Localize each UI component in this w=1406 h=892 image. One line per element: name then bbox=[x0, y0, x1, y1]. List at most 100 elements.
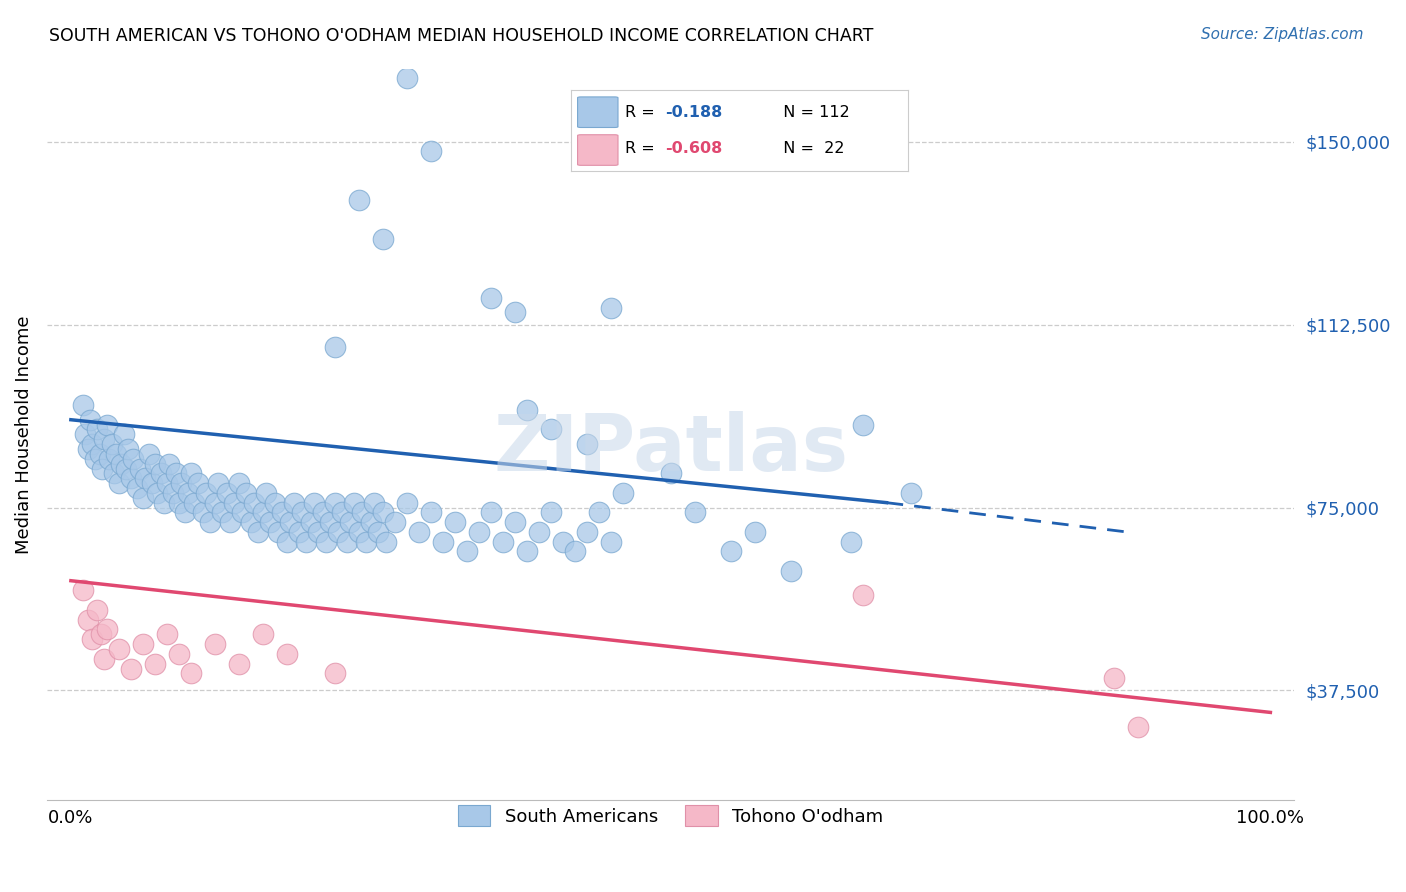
Point bbox=[360, 515, 382, 529]
Point bbox=[307, 524, 329, 539]
Point bbox=[207, 476, 229, 491]
Text: ZIPatlas: ZIPatlas bbox=[494, 411, 848, 487]
Point bbox=[295, 534, 318, 549]
Point bbox=[187, 476, 209, 491]
Point bbox=[177, 486, 200, 500]
Point bbox=[110, 457, 132, 471]
Point bbox=[157, 457, 180, 471]
Point bbox=[103, 467, 125, 481]
Point bbox=[299, 515, 322, 529]
Point bbox=[280, 515, 302, 529]
Legend: South Americans, Tohono O'odham: South Americans, Tohono O'odham bbox=[449, 797, 893, 835]
Point bbox=[851, 588, 873, 602]
Point bbox=[683, 505, 706, 519]
Point bbox=[96, 623, 118, 637]
Point bbox=[149, 467, 172, 481]
Point bbox=[215, 486, 238, 500]
Point bbox=[479, 505, 502, 519]
Point bbox=[76, 442, 98, 456]
Point bbox=[371, 505, 394, 519]
Point bbox=[228, 657, 250, 671]
Point bbox=[228, 476, 250, 491]
Point bbox=[354, 534, 377, 549]
Text: SOUTH AMERICAN VS TOHONO O'ODHAM MEDIAN HOUSEHOLD INCOME CORRELATION CHART: SOUTH AMERICAN VS TOHONO O'ODHAM MEDIAN … bbox=[49, 27, 873, 45]
Point bbox=[443, 515, 465, 529]
Point bbox=[564, 544, 586, 558]
Point bbox=[527, 524, 550, 539]
Point bbox=[167, 647, 190, 661]
Point bbox=[492, 534, 515, 549]
Point bbox=[720, 544, 742, 558]
Point bbox=[467, 524, 489, 539]
Point bbox=[125, 481, 148, 495]
Point bbox=[252, 505, 274, 519]
Point bbox=[231, 505, 253, 519]
Point bbox=[516, 544, 538, 558]
Point bbox=[120, 471, 142, 485]
Point bbox=[254, 486, 277, 500]
Y-axis label: Median Household Income: Median Household Income bbox=[15, 315, 32, 554]
Point bbox=[363, 496, 385, 510]
Point bbox=[143, 457, 166, 471]
Point bbox=[315, 534, 337, 549]
Point bbox=[167, 496, 190, 510]
Point bbox=[343, 496, 366, 510]
Point bbox=[839, 534, 862, 549]
Point bbox=[408, 524, 430, 539]
Point bbox=[100, 437, 122, 451]
Point bbox=[1128, 720, 1150, 734]
Point bbox=[367, 524, 389, 539]
Point bbox=[132, 637, 155, 651]
Point bbox=[72, 398, 94, 412]
Point bbox=[117, 442, 139, 456]
Point bbox=[243, 496, 266, 510]
Point bbox=[328, 524, 350, 539]
Point bbox=[283, 496, 305, 510]
Point bbox=[91, 461, 114, 475]
Point bbox=[122, 451, 145, 466]
Point bbox=[108, 642, 131, 657]
Point bbox=[79, 413, 101, 427]
Point bbox=[165, 467, 187, 481]
Point bbox=[599, 534, 621, 549]
Point bbox=[312, 505, 335, 519]
Point bbox=[456, 544, 478, 558]
Point bbox=[276, 534, 298, 549]
Point bbox=[173, 505, 195, 519]
Point bbox=[90, 627, 112, 641]
Point bbox=[267, 524, 290, 539]
Point bbox=[156, 476, 179, 491]
Point bbox=[779, 564, 801, 578]
Point bbox=[339, 515, 361, 529]
Point bbox=[288, 524, 311, 539]
Point bbox=[82, 437, 104, 451]
Point bbox=[540, 505, 562, 519]
Point bbox=[235, 486, 257, 500]
Point bbox=[1104, 671, 1126, 685]
Point bbox=[93, 652, 115, 666]
Point bbox=[575, 437, 598, 451]
Point bbox=[75, 427, 97, 442]
Point bbox=[180, 666, 202, 681]
Point bbox=[271, 505, 294, 519]
Point bbox=[138, 447, 160, 461]
Point bbox=[143, 657, 166, 671]
Point bbox=[347, 193, 370, 207]
Point bbox=[259, 515, 281, 529]
Point bbox=[204, 637, 226, 651]
Point bbox=[129, 461, 152, 475]
Point bbox=[82, 632, 104, 647]
Point bbox=[191, 505, 214, 519]
Point bbox=[141, 476, 163, 491]
Point bbox=[156, 627, 179, 641]
Point bbox=[744, 524, 766, 539]
Point bbox=[89, 447, 111, 461]
Point bbox=[112, 427, 135, 442]
Point bbox=[291, 505, 314, 519]
Point bbox=[115, 461, 138, 475]
Point bbox=[419, 505, 441, 519]
Point bbox=[352, 505, 374, 519]
Point bbox=[170, 476, 193, 491]
Point bbox=[180, 467, 202, 481]
Point bbox=[162, 486, 184, 500]
